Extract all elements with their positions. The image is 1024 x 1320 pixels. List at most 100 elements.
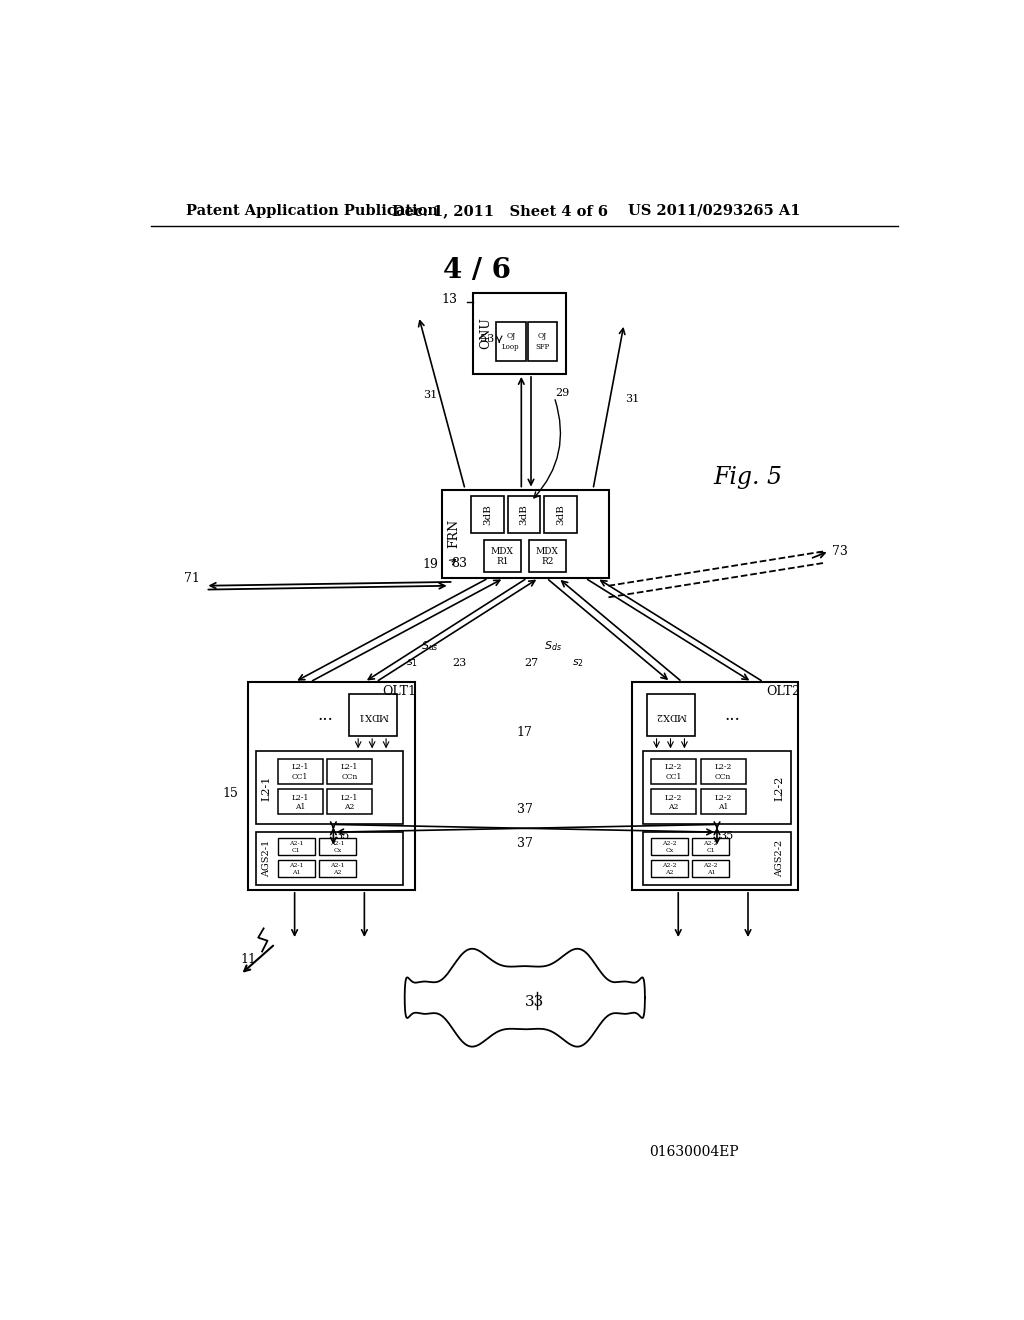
Bar — [328, 759, 372, 784]
Text: L2-2: L2-2 — [715, 763, 732, 771]
Bar — [528, 322, 557, 360]
Bar — [471, 496, 504, 533]
Text: A1: A1 — [292, 870, 300, 875]
Bar — [328, 789, 372, 814]
Text: L2-1: L2-1 — [341, 793, 358, 801]
Text: A2: A2 — [344, 803, 355, 810]
Bar — [256, 751, 403, 825]
Bar — [692, 838, 729, 855]
Text: A2-1: A2-1 — [330, 841, 344, 846]
Text: A2-1: A2-1 — [289, 841, 303, 846]
Text: L2-1: L2-1 — [341, 763, 358, 771]
Text: A1: A1 — [295, 803, 305, 810]
Text: Loop: Loop — [502, 343, 519, 351]
Text: 19: 19 — [422, 558, 438, 572]
Text: A2: A2 — [333, 870, 341, 875]
Bar — [651, 859, 688, 876]
Text: A1: A1 — [707, 870, 715, 875]
Text: 01630004EP: 01630004EP — [649, 1144, 738, 1159]
Bar — [508, 496, 541, 533]
Text: 17: 17 — [517, 726, 532, 739]
Bar — [278, 789, 323, 814]
Text: A2-2: A2-2 — [663, 863, 677, 867]
Text: Cx: Cx — [333, 849, 341, 853]
Bar — [278, 859, 314, 876]
Text: 71: 71 — [183, 572, 200, 585]
Bar — [318, 838, 356, 855]
Text: MDX: MDX — [536, 546, 559, 556]
Text: Dec. 1, 2011   Sheet 4 of 6: Dec. 1, 2011 Sheet 4 of 6 — [391, 203, 607, 218]
Bar — [318, 859, 356, 876]
Text: C1: C1 — [707, 849, 715, 853]
Text: 29: 29 — [555, 388, 569, 399]
Text: R1: R1 — [496, 557, 509, 566]
Bar — [632, 682, 799, 890]
Text: 13: 13 — [441, 293, 458, 306]
Bar — [700, 759, 745, 784]
Text: ...: ... — [317, 706, 334, 723]
Text: A2-1: A2-1 — [330, 863, 344, 867]
Text: 27: 27 — [524, 657, 538, 668]
Text: ...: ... — [725, 706, 740, 723]
Text: 31: 31 — [423, 389, 437, 400]
Text: L2-1: L2-1 — [292, 763, 309, 771]
Text: 4 / 6: 4 / 6 — [442, 256, 511, 284]
Text: OJ: OJ — [538, 333, 547, 341]
Text: L2-2: L2-2 — [715, 793, 732, 801]
Bar — [643, 751, 791, 825]
Text: A2-2: A2-2 — [663, 841, 677, 846]
Text: US 2011/0293265 A1: US 2011/0293265 A1 — [628, 203, 801, 218]
Text: 3dB: 3dB — [556, 504, 565, 524]
Text: AGS2-1: AGS2-1 — [262, 840, 271, 876]
Text: Fig. 5: Fig. 5 — [714, 466, 782, 490]
Text: 53: 53 — [480, 334, 495, 345]
Bar — [700, 789, 745, 814]
Bar — [643, 832, 791, 884]
Text: $s_2$: $s_2$ — [571, 657, 584, 669]
Text: Cx: Cx — [666, 849, 674, 853]
Bar — [442, 490, 608, 578]
Bar — [256, 832, 403, 884]
Bar — [651, 759, 696, 784]
Bar — [651, 789, 696, 814]
Text: A2: A2 — [666, 870, 674, 875]
Text: CCn: CCn — [715, 772, 731, 780]
Text: L2-2: L2-2 — [665, 793, 682, 801]
Text: $s_1$: $s_1$ — [407, 657, 419, 669]
Text: SFP: SFP — [536, 343, 550, 351]
Text: 31: 31 — [625, 393, 639, 404]
Text: A1: A1 — [718, 803, 728, 810]
Text: $S_{ds}$: $S_{ds}$ — [544, 639, 561, 652]
Bar — [528, 540, 566, 572]
Text: CC1: CC1 — [292, 772, 308, 780]
Text: R2: R2 — [541, 557, 553, 566]
Bar — [496, 322, 525, 360]
Text: 3dB: 3dB — [519, 504, 528, 524]
Text: 3dB: 3dB — [483, 504, 493, 524]
Bar — [248, 682, 415, 890]
Text: L2-1: L2-1 — [292, 793, 309, 801]
Bar — [349, 693, 397, 737]
Text: A2-2: A2-2 — [703, 863, 718, 867]
Bar — [483, 540, 521, 572]
Text: 37: 37 — [517, 837, 532, 850]
Text: L2-1: L2-1 — [262, 776, 271, 801]
Bar — [544, 496, 577, 533]
Text: A2-2: A2-2 — [703, 841, 718, 846]
Text: ONU: ONU — [479, 317, 492, 348]
Text: MDX1: MDX1 — [357, 710, 388, 719]
Text: 73: 73 — [831, 545, 848, 557]
Text: CCn: CCn — [341, 772, 357, 780]
Text: L2-2: L2-2 — [665, 763, 682, 771]
Bar — [651, 838, 688, 855]
Text: C1: C1 — [292, 849, 301, 853]
Text: CC1: CC1 — [666, 772, 682, 780]
Bar — [692, 859, 729, 876]
Text: A2: A2 — [669, 803, 679, 810]
Bar — [278, 838, 314, 855]
Text: $S_{us}$: $S_{us}$ — [421, 639, 439, 652]
Text: 35: 35 — [336, 832, 350, 841]
Text: OJ: OJ — [506, 333, 515, 341]
Text: MDX2: MDX2 — [655, 710, 687, 719]
Bar — [278, 759, 323, 784]
